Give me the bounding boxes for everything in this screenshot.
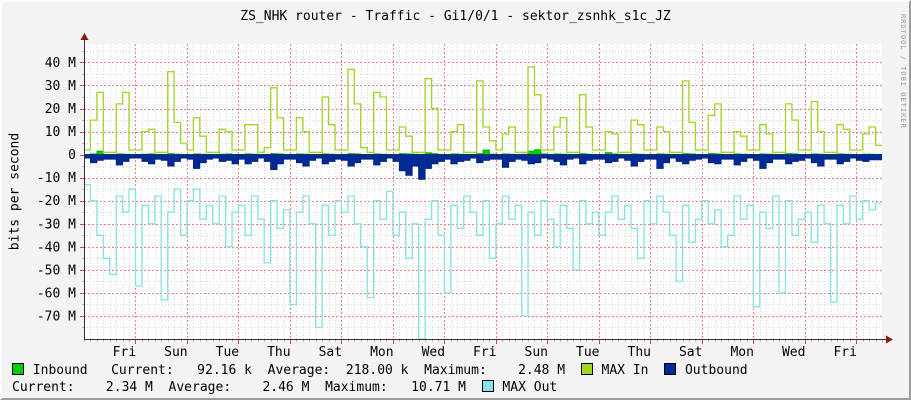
- legend-swatch-inbound: [12, 363, 24, 375]
- legend: Inbound Current: 92.16 k Average: 218.00…: [12, 362, 748, 396]
- x-axis-arrow: [886, 335, 893, 344]
- y-tick-label: -40 M: [37, 240, 76, 255]
- x-tick-label: Mon: [730, 345, 753, 360]
- y-tick-label: 20 M: [45, 102, 76, 117]
- x-tick-label: Tue: [576, 345, 600, 360]
- x-tick-label: Mon: [370, 345, 393, 360]
- legend-text: Inbound Current: 92.16 k Average: 218.00…: [25, 363, 581, 378]
- y-tick-label: 10 M: [45, 125, 76, 140]
- legend-swatch-outbound: [664, 363, 677, 375]
- y-tick-label: -70 M: [37, 309, 76, 324]
- legend-row-2: Current: 2.34 M Average: 2.46 M Maximum:…: [12, 379, 748, 396]
- rrdtool-watermark: RRDTOOL / TOBI OETIKER: [899, 14, 907, 129]
- x-tick-label: Wed: [422, 345, 445, 360]
- y-tick-label: 30 M: [45, 79, 76, 94]
- y-tick-label: -20 M: [37, 194, 76, 209]
- legend-text: MAX Out: [494, 380, 558, 395]
- legend-swatch-max_in: [580, 363, 593, 375]
- graph-title: ZS_NHK router - Traffic - Gi1/0/1 - sekt…: [240, 9, 671, 24]
- x-tick-label: Sat: [679, 345, 702, 360]
- x-tick-label: Sat: [319, 345, 342, 360]
- x-tick-label: Thu: [267, 345, 290, 360]
- y-tick-label: -60 M: [37, 286, 76, 301]
- series-area-outbound: [84, 154, 882, 180]
- x-tick-label: Thu: [628, 345, 651, 360]
- y-tick-label: -50 M: [37, 263, 76, 278]
- legend-text: MAX In: [593, 363, 665, 378]
- y-tick-label: -30 M: [37, 217, 76, 232]
- y-tick-label: -10 M: [37, 171, 76, 186]
- x-tick-label: Sun: [164, 345, 187, 360]
- x-tick-label: Wed: [782, 345, 805, 360]
- legend-text: Current: 2.34 M Average: 2.46 M Maximum:…: [12, 380, 482, 395]
- legend-text: Outbound: [677, 363, 748, 378]
- legend-swatch-max_out: [481, 380, 494, 392]
- y-axis-arrow: [80, 33, 89, 40]
- y-tick-label: 0: [68, 148, 76, 163]
- x-tick-label: Fri: [113, 345, 136, 360]
- legend-row-1: Inbound Current: 92.16 k Average: 218.00…: [12, 362, 748, 379]
- x-tick-label: Fri: [473, 345, 496, 360]
- x-tick-label: Sun: [525, 345, 548, 360]
- y-tick-label: 40 M: [45, 56, 76, 71]
- x-tick-label: Fri: [833, 345, 856, 360]
- series-line-max-out: [84, 183, 882, 339]
- x-tick-label: Tue: [216, 345, 240, 360]
- series-line-max-in: [84, 66, 882, 153]
